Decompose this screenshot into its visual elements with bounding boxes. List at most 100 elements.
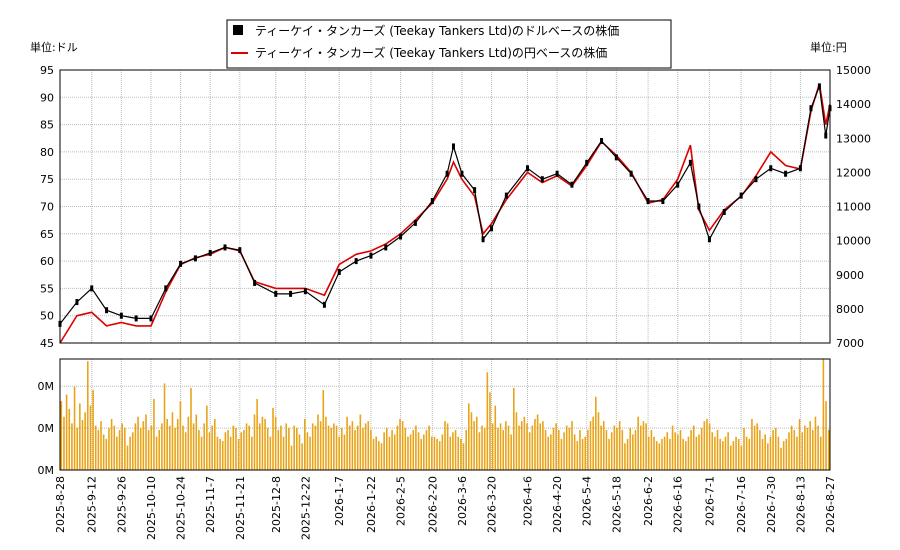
- volume-bar: [76, 427, 78, 470]
- x-tick-label: 2026-1-7: [333, 476, 346, 526]
- volume-bar: [753, 425, 756, 470]
- volume-bar: [737, 438, 740, 470]
- volume-bar: [192, 423, 195, 470]
- volume-bar: [674, 432, 676, 470]
- volume-bar: [412, 430, 415, 470]
- volume-bar: [258, 423, 261, 470]
- volume-bar: [449, 436, 452, 470]
- volume-bar: [169, 425, 171, 470]
- x-tick-label: 2025-12-8: [270, 476, 283, 533]
- volume-bar: [809, 421, 811, 470]
- volume-bar: [555, 423, 557, 470]
- volume-bar: [732, 441, 735, 470]
- y-left-tick-label: 95: [40, 64, 54, 77]
- volume-bar: [163, 383, 166, 470]
- volume-bar: [171, 412, 174, 470]
- volume-bar: [468, 403, 470, 470]
- volume-bar: [113, 425, 116, 470]
- volume-bar: [719, 438, 721, 470]
- dollar-price-point: [105, 307, 109, 314]
- volume-bar: [756, 423, 759, 470]
- dollar-price-point: [697, 203, 701, 210]
- volume-bar: [663, 436, 666, 470]
- volume-bar: [716, 430, 719, 470]
- volume-bar: [632, 434, 634, 470]
- volume-bar: [266, 427, 269, 470]
- volume-bar: [624, 443, 626, 470]
- volume-bar: [454, 430, 457, 470]
- volume-bar: [330, 427, 333, 470]
- volume-bar: [277, 430, 280, 470]
- x-tick-label: 2026-3-6: [456, 476, 469, 526]
- volume-bar: [391, 430, 393, 470]
- volume-bar: [785, 438, 788, 470]
- volume-bar: [179, 401, 182, 470]
- volume-bar: [491, 423, 494, 470]
- volume-bar: [86, 361, 89, 470]
- volume-bar: [745, 436, 748, 470]
- dollar-price-point: [119, 312, 123, 319]
- volume-bar: [346, 416, 348, 470]
- volume-bar: [100, 421, 102, 470]
- volume-bar: [401, 421, 404, 470]
- volume-bar: [372, 438, 375, 470]
- volume-bar: [351, 421, 354, 470]
- x-tick-label: 2026-2-5: [395, 476, 408, 526]
- volume-bar: [139, 427, 142, 470]
- volume-bar: [634, 430, 637, 470]
- dollar-price-point: [504, 192, 508, 199]
- volume-bar: [669, 438, 671, 470]
- volume-bar: [655, 441, 658, 470]
- volume-bar: [790, 425, 793, 470]
- dollar-price-point: [614, 154, 618, 161]
- volume-bar: [370, 430, 372, 470]
- volume-bar: [425, 430, 428, 470]
- volume-bar: [637, 416, 639, 470]
- volume-bar: [780, 447, 782, 470]
- x-tick-label: 2026-1-22: [365, 476, 378, 533]
- legend-box: [226, 19, 672, 69]
- volume-bar: [740, 445, 743, 470]
- volume-bar: [761, 438, 764, 470]
- dollar-price-point: [676, 181, 680, 188]
- volume-bar: [94, 425, 97, 470]
- volume-bar: [618, 421, 621, 470]
- volume-bar: [557, 430, 560, 470]
- volume-bar: [161, 423, 163, 470]
- dollar-price-point: [646, 198, 650, 205]
- volume-bar: [647, 436, 650, 470]
- y-left-tick-label: 90: [40, 91, 54, 104]
- dollar-price-point: [473, 187, 477, 194]
- volume-bar: [314, 425, 317, 470]
- dollar-price-point: [817, 83, 821, 90]
- dollar-price-point: [585, 159, 589, 166]
- volume-bar: [102, 434, 105, 470]
- volume-tick-label: 0M: [38, 422, 55, 435]
- dollar-price-point: [289, 290, 293, 297]
- x-tick-label: 2026-5-4: [581, 476, 594, 526]
- volume-bar: [677, 434, 679, 470]
- volume-bar: [782, 441, 785, 470]
- volume-bar: [462, 443, 465, 470]
- volume-bar: [335, 425, 338, 470]
- volume-bar: [687, 436, 690, 470]
- volume-bar: [293, 425, 295, 470]
- volume-bar: [145, 414, 147, 470]
- volume-bar: [817, 425, 819, 470]
- volume-tick-label: 0M: [38, 380, 55, 393]
- volume-bar: [399, 418, 401, 470]
- volume-bar: [510, 434, 512, 470]
- volume-bar: [415, 425, 417, 470]
- volume-bar: [383, 432, 385, 470]
- volume-bar: [311, 423, 314, 470]
- dollar-price-point: [809, 105, 813, 112]
- volume-bar: [306, 432, 309, 470]
- dollar-price-point: [179, 260, 183, 267]
- dollar-price-point: [481, 236, 485, 243]
- volume-bar: [256, 398, 258, 470]
- volume-bar: [60, 401, 63, 470]
- volume-bar: [224, 432, 227, 470]
- x-tick-label: 2026-2-20: [426, 476, 439, 533]
- volume-bar: [671, 425, 674, 470]
- volume-bar: [640, 425, 642, 470]
